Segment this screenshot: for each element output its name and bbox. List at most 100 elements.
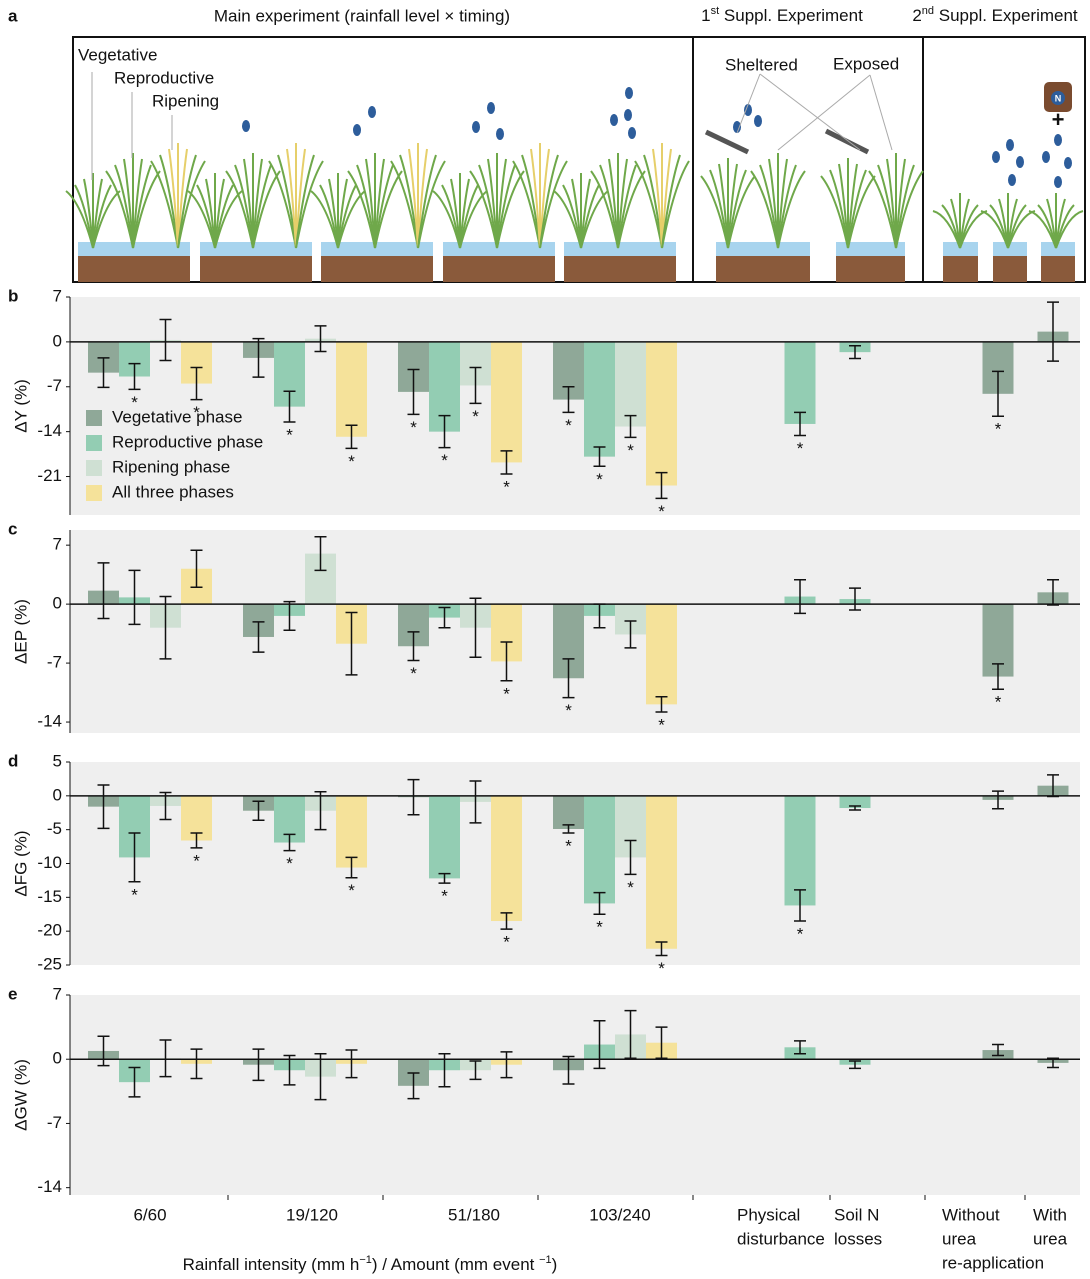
error-bar [190,366,203,401]
raindrop [624,109,632,121]
suppl-title: 1st Suppl. Experiment [701,5,863,26]
error-bar [128,832,141,883]
panel-letter: c [8,519,17,538]
significance-mark: * [472,407,479,426]
leaf [847,175,876,249]
significance-mark: * [410,418,417,437]
plant [310,173,366,249]
pointer-line [869,74,893,151]
plant [750,153,806,249]
text-part: 1 [701,6,710,25]
y-tick-label: 0 [53,785,62,804]
error-bar [345,856,358,879]
y-tick-label: 7 [53,286,62,305]
superscript: −1 [539,1254,552,1266]
y-tick-label: -7 [47,653,62,672]
superscript: nd [922,5,934,17]
bar [584,795,615,904]
y-tick-label: 5 [53,751,62,770]
error-bar [438,414,451,449]
significance-mark: * [503,684,510,703]
error-bar [500,450,513,475]
stage-label: Ripening [152,91,219,110]
error-bar [593,446,606,468]
significance-mark: * [995,693,1002,712]
error-bar [562,1055,575,1085]
x-axis-title: Rainfall intensity (mm h−1) / Amount (mm… [183,1254,558,1275]
y-tick-label: 0 [53,1049,62,1068]
y-tick-label: -14 [37,1177,62,1196]
significance-mark: * [286,854,293,873]
significance-mark: * [193,851,200,870]
y-tick-label: -7 [47,376,62,395]
fertilizer-icon [1051,91,1065,105]
error-bar [97,1035,110,1067]
x-tick-label: 51/180 [448,1205,500,1224]
bar [336,341,367,437]
error-bar [407,368,420,416]
raindrop [628,127,636,139]
raindrop [1054,134,1062,146]
superscript: st [711,5,720,17]
bar [491,795,522,922]
water [1041,242,1075,256]
significance-mark: * [193,403,200,422]
plus-sign: + [1052,107,1065,132]
error-bar [500,641,513,682]
error-bar [500,1051,513,1079]
error-bar [469,597,482,658]
error-bar [128,1066,141,1098]
raindrop [472,121,480,133]
raindrop [1006,139,1014,151]
raindrop [353,124,361,136]
plant [512,143,568,249]
superscript: −1 [359,1254,372,1266]
leaf [1055,210,1084,249]
error-bar [97,562,110,620]
significance-mark: * [658,959,665,978]
error-bar [794,889,806,922]
plot-background [70,297,1080,515]
significance-mark: * [565,416,572,435]
error-bar [283,1054,296,1086]
plant [432,173,488,249]
error-bar [562,658,575,699]
significance-mark: * [441,451,448,470]
plant [634,143,690,249]
plant [590,153,646,249]
plant [390,143,446,249]
x-tick-label: 6/60 [133,1205,166,1224]
y-axis-title: ΔFG (%) [11,830,30,896]
raindrop [1008,174,1016,186]
x-tick-label: losses [834,1229,882,1248]
x-tick-label: Without [942,1205,1000,1224]
pointer-line [759,73,861,151]
legend-swatch [86,435,102,451]
y-tick-label: -25 [37,954,62,973]
raindrop [1042,151,1050,163]
x-tick-label: 103/240 [589,1205,650,1224]
text-part: Suppl. Experiment [719,6,863,25]
significance-mark: * [596,918,603,937]
bar [646,604,677,705]
illustration [65,72,1084,282]
x-tick-label: disturbance [737,1229,825,1248]
significance-mark: * [286,426,293,445]
significance-mark: * [658,715,665,734]
water [716,242,810,256]
error-bar [562,386,575,414]
plant [187,173,243,249]
leaf [337,190,366,249]
raindrop [368,106,376,118]
error-bar [159,1039,172,1078]
raindrop [1054,176,1062,188]
bar [784,341,816,424]
plant [820,158,876,249]
plant [105,153,161,249]
error-bar [655,1026,668,1060]
error-bar [593,1019,606,1070]
x-tick-label: re-application [942,1253,1044,1272]
error-bar [849,344,861,360]
error-bar [128,569,141,626]
pointer-line [777,74,871,151]
